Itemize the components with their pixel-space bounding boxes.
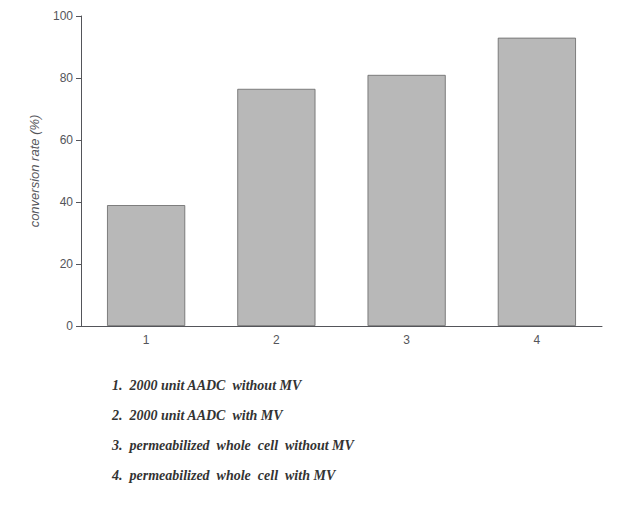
svg-text:1. 2000 unit AADC without MV: 1. 2000 unit AADC without MV — [112, 378, 303, 393]
svg-text:4: 4 — [534, 333, 541, 347]
svg-text:2. 2000 unit AADC with MV: 2. 2000 unit AADC with MV — [111, 408, 284, 423]
svg-text:3: 3 — [403, 333, 410, 347]
svg-text:100: 100 — [53, 9, 73, 23]
svg-text:60: 60 — [60, 133, 74, 147]
svg-text:2: 2 — [273, 333, 280, 347]
svg-text:20: 20 — [60, 257, 74, 271]
svg-text:80: 80 — [60, 71, 74, 85]
svg-text:4. permeabilized whole cell: 4. permeabilized whole cell with MV — [111, 468, 337, 483]
svg-text:0: 0 — [66, 319, 73, 333]
svg-text:conversion rate (%): conversion rate (%) — [27, 115, 42, 228]
svg-text:40: 40 — [60, 195, 74, 209]
svg-text:1: 1 — [143, 333, 150, 347]
svg-text:3. permeabilized whole cell: 3. permeabilized whole cell without MV — [111, 438, 356, 453]
